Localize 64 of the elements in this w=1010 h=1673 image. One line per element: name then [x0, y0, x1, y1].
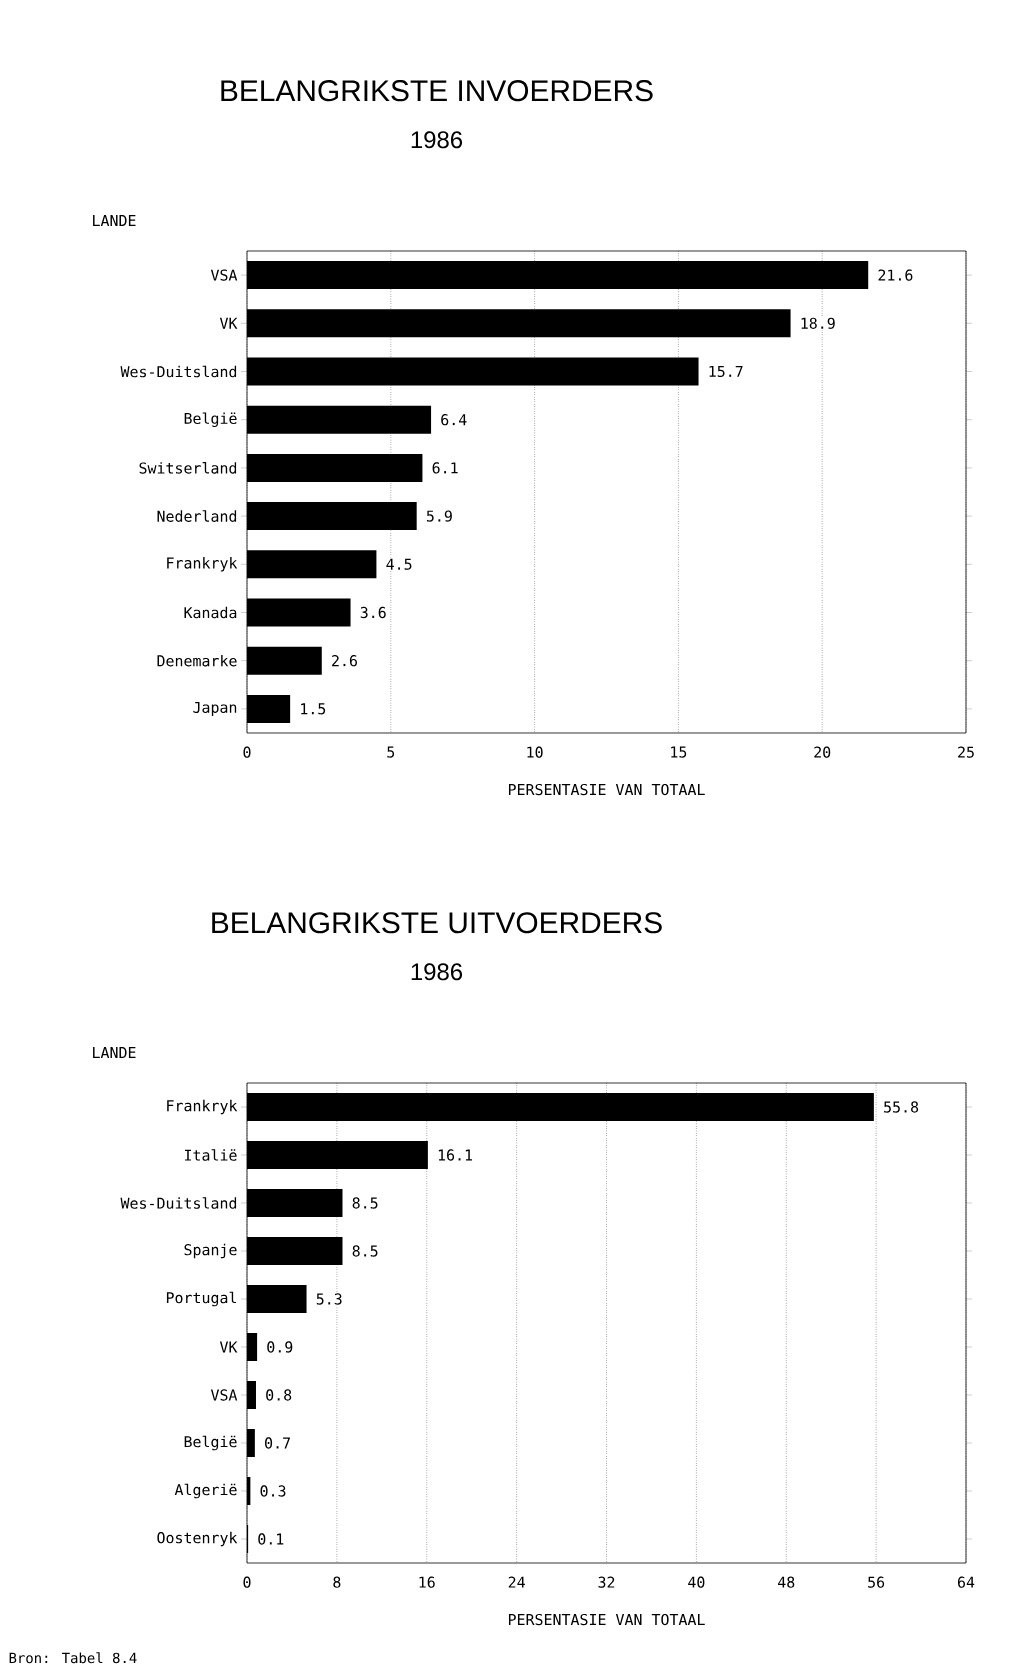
y-tick-label: Portugal — [166, 1291, 237, 1307]
x-tick-label: 8 — [333, 1576, 341, 1588]
x-tick-label: 48 — [778, 1576, 795, 1588]
data-label: 15.7 — [709, 365, 743, 378]
x-tick-label: 15 — [671, 746, 687, 758]
x-tick-label: 24 — [508, 1576, 525, 1588]
y-tick-label: Nederland — [157, 510, 237, 522]
y-axis-title: LANDE — [93, 215, 136, 226]
y-tick-label: Spanje — [184, 1243, 237, 1259]
data-label: 8.5 — [352, 1245, 378, 1257]
x-tick-label: 56 — [868, 1576, 885, 1588]
y-tick-label: Oostenryk — [157, 1531, 238, 1547]
y-tick-label: Frankryk — [167, 1099, 238, 1115]
data-label: 3.6 — [360, 606, 386, 619]
y-tick-label: VK — [219, 1341, 238, 1353]
data-label: 1.5 — [301, 703, 326, 715]
y-tick-label: Denemarke — [157, 654, 237, 667]
x-axis-title: PERSENTASIE VAN TOTAAL — [508, 783, 705, 796]
y-tick-label: Switserland — [139, 462, 237, 474]
y-tick-label: Wes-Duitsland — [120, 1197, 237, 1209]
chart-title: BELANGRIKSTE UITVOERDERS — [212, 912, 662, 934]
data-label: 55.8 — [884, 1101, 919, 1113]
x-tick-label: 25 — [958, 746, 974, 758]
y-tick-label: VSA — [210, 1389, 238, 1401]
chart-title: BELANGRIKSTE INVOERDERS — [221, 80, 653, 102]
x-tick-label: 0 — [243, 1576, 251, 1588]
data-label: 18.9 — [801, 317, 835, 329]
y-tick-label: VSA — [210, 269, 238, 281]
x-tick-label: 0 — [243, 746, 251, 758]
y-tick-label: België — [184, 1435, 237, 1451]
chart-subtitle: 1986 — [411, 131, 463, 149]
x-tick-label: 20 — [814, 746, 831, 758]
data-label: 0.8 — [266, 1389, 292, 1401]
data-label: 0.7 — [265, 1437, 290, 1449]
y-tick-label: Italië — [184, 1149, 237, 1161]
y-tick-label: Wes-Duitsland — [120, 365, 237, 378]
y-tick-label: België — [184, 412, 237, 427]
data-label: 16.1 — [438, 1149, 473, 1161]
data-label: 0.9 — [267, 1341, 293, 1353]
data-label: 2.6 — [332, 655, 357, 667]
y-tick-label: Algerië — [174, 1483, 237, 1499]
y-tick-label: Kanada — [184, 606, 237, 619]
data-label: 0.1 — [258, 1533, 284, 1545]
data-label: 0.3 — [260, 1485, 286, 1497]
y-axis-title: LANDE — [93, 1047, 136, 1058]
data-label: 6.4 — [441, 414, 467, 426]
data-label: 8.5 — [352, 1197, 378, 1209]
x-tick-label: 64 — [957, 1576, 975, 1588]
text: Bron: Tabel 8.4 — [9, 1652, 137, 1664]
data-label: 6.1 — [432, 462, 458, 474]
chart-subtitle: 1986 — [411, 963, 463, 981]
x-tick-label: 5 — [387, 746, 395, 758]
x-tick-label: 40 — [688, 1576, 705, 1588]
x-axis-title: PERSENTASIE VAN TOTAAL — [508, 1613, 705, 1626]
data-label: 5.9 — [426, 510, 452, 522]
x-tick-label: 16 — [419, 1576, 435, 1588]
y-tick-label: VK — [219, 317, 238, 329]
x-tick-label: 10 — [527, 746, 543, 758]
data-label: 21.6 — [878, 269, 913, 281]
data-label: 4.5 — [386, 558, 412, 570]
data-label: 5.3 — [316, 1293, 342, 1305]
x-tick-label: 32 — [598, 1576, 615, 1588]
y-tick-label: Japan — [193, 701, 237, 716]
y-tick-label: Frankryk — [167, 557, 238, 572]
